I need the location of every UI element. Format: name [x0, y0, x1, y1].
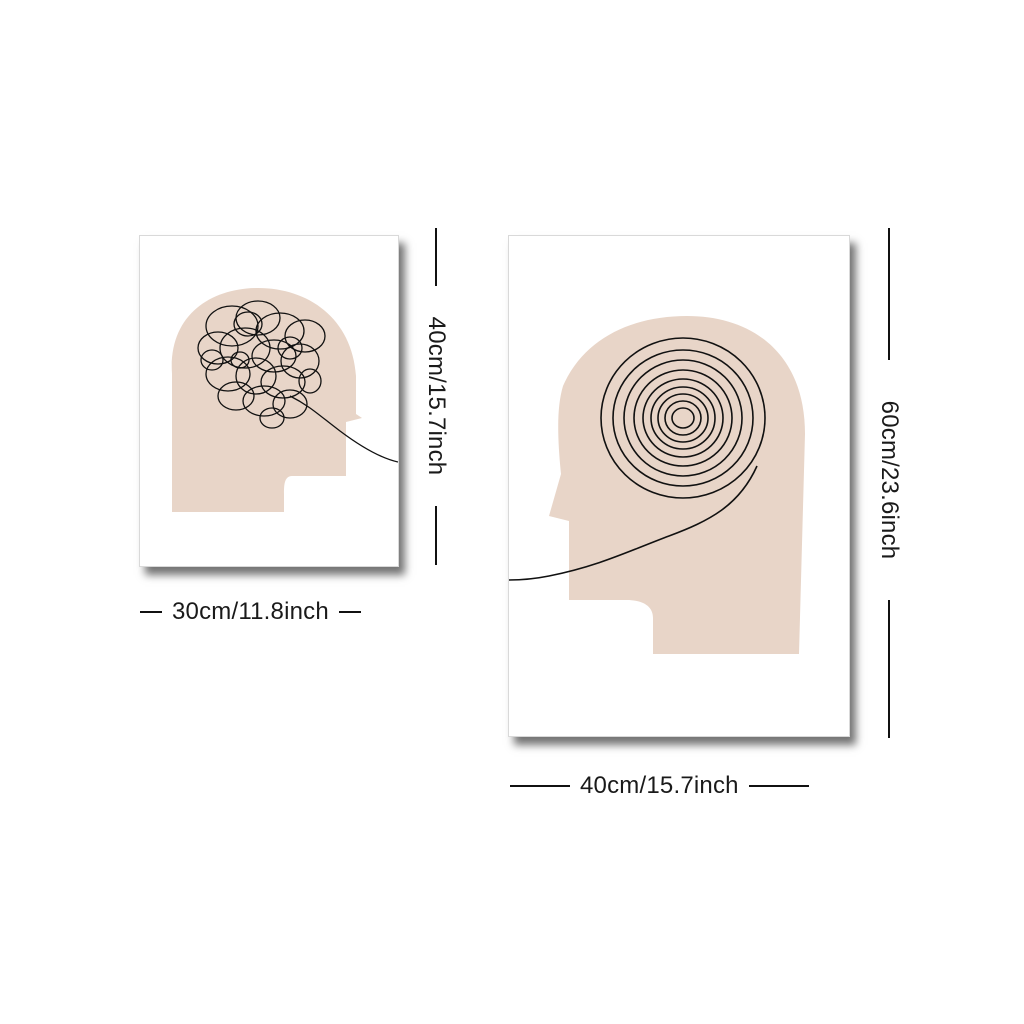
spiral-head-artwork	[509, 316, 805, 654]
large-poster-height-dimension: 60cm/23.6inch	[869, 228, 909, 738]
large-poster-width-dimension: 40cm/15.7inch	[510, 771, 848, 801]
dimension-line-top	[888, 228, 890, 360]
dimension-line-right	[338, 611, 361, 613]
small-poster-height-dimension: 40cm/15.7inch	[416, 228, 456, 565]
concentric-spiral	[509, 337, 766, 581]
head-silhouette	[171, 288, 362, 512]
large-poster	[508, 235, 850, 737]
small-poster-width-label: 30cm/11.8inch	[172, 598, 329, 625]
tangled-head-artwork	[171, 288, 398, 512]
large-poster-height-label: 60cm/23.6inch	[876, 400, 903, 560]
small-poster-height-label: 40cm/15.7inch	[423, 316, 450, 476]
dimension-line-left	[510, 785, 570, 787]
large-poster-width-label: 40cm/15.7inch	[580, 772, 739, 799]
dimension-line-bottom	[888, 600, 890, 738]
small-poster	[139, 235, 399, 567]
dimension-line-bottom	[435, 506, 437, 565]
dimension-line-right	[748, 785, 809, 787]
dimension-line-top	[435, 228, 437, 286]
dimension-line-left	[140, 611, 162, 613]
tangled-scribble	[197, 300, 398, 463]
small-poster-width-dimension: 30cm/11.8inch	[140, 597, 398, 627]
